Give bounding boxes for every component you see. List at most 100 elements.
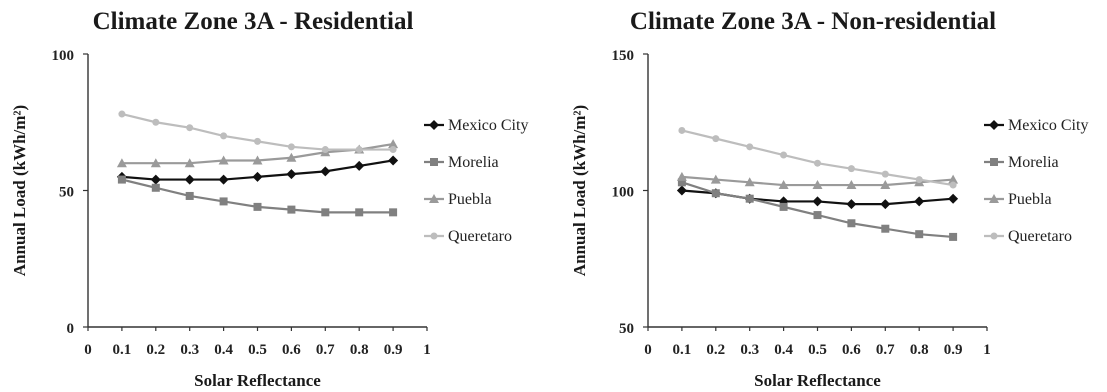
x-tick-label: 0.1 — [113, 342, 132, 358]
data-point — [388, 155, 399, 166]
data-point — [320, 166, 331, 177]
data-point — [389, 208, 398, 217]
legend-marker — [429, 120, 439, 130]
data-point — [150, 158, 161, 168]
data-point — [389, 146, 397, 154]
y-tick-label: 50 — [619, 321, 634, 337]
x-tick-label: 0.7 — [316, 342, 335, 358]
data-point — [184, 158, 195, 168]
chart-residential: Climate Zone 3A - Residential 0 50 100 0 0.1 0… — [0, 0, 553, 392]
x-tick-label: 0.4 — [214, 342, 233, 358]
data-point — [677, 178, 686, 187]
data-point — [846, 180, 857, 190]
legend-label: Queretaro — [448, 228, 512, 245]
data-point — [880, 180, 891, 190]
data-point — [220, 132, 228, 140]
legend-label: Mexico City — [1008, 117, 1088, 134]
y-tick-label: 100 — [612, 185, 635, 201]
data-point — [814, 159, 821, 167]
data-point — [948, 174, 959, 184]
chart-non-residential-svg: Climate Zone 3A - Non-residential 50 100 15… — [570, 8, 1088, 390]
legend-label: Puebla — [448, 191, 492, 208]
data-point — [778, 180, 789, 190]
x-tick-label: 0.2 — [706, 342, 725, 358]
data-point — [184, 174, 195, 185]
data-point — [914, 196, 925, 207]
x-tick-label: 0.9 — [384, 342, 403, 358]
data-point — [812, 196, 823, 207]
x-tick-label: 0.3 — [180, 342, 199, 358]
legend-marker — [430, 232, 438, 240]
y-axis-label: Annual Load (kWh/m²) — [570, 105, 589, 276]
data-point — [880, 199, 891, 210]
x-tick-label: 0.6 — [282, 342, 301, 358]
x-tick-label: 1 — [423, 342, 431, 358]
data-point — [355, 208, 364, 217]
x-tick-label: 0 — [84, 342, 92, 358]
data-point — [881, 224, 890, 233]
data-point — [779, 202, 788, 211]
x-tick-label: 0.9 — [944, 342, 963, 358]
data-point — [287, 205, 296, 214]
y-axis-label: Annual Load (kWh/m²) — [10, 105, 29, 276]
legend-marker — [990, 232, 998, 240]
legend-label: Mexico City — [448, 117, 528, 134]
y-tick-label: 0 — [67, 321, 75, 337]
data-point — [813, 211, 822, 220]
data-point — [746, 143, 754, 151]
data-point — [252, 155, 263, 165]
data-point — [118, 110, 126, 118]
data-point — [846, 199, 857, 210]
data-point — [151, 183, 160, 192]
series-line-queretaro — [681, 129, 954, 187]
chart-title: Climate Zone 3A - Residential — [93, 8, 414, 35]
x-tick-label: 0.3 — [740, 342, 759, 358]
x-tick-label: 0.5 — [808, 342, 827, 358]
data-point — [321, 208, 330, 217]
data-point — [915, 176, 923, 184]
data-point — [710, 174, 721, 184]
x-tick-label: 0 — [644, 342, 652, 358]
legend-label: Queretaro — [1008, 228, 1072, 245]
data-point — [287, 143, 295, 151]
series-line-morelia — [681, 181, 954, 239]
legend-marker — [429, 194, 439, 203]
y-tick-label: 50 — [59, 185, 74, 201]
data-point — [218, 155, 229, 165]
data-point — [286, 169, 297, 180]
x-tick-label: 0.1 — [673, 342, 692, 358]
y-tick-label: 150 — [612, 48, 635, 64]
data-point — [676, 171, 687, 181]
x-tick-label: 0.4 — [774, 342, 793, 358]
data-point — [286, 152, 297, 162]
data-point — [949, 181, 957, 189]
data-point — [678, 126, 686, 134]
data-point — [744, 177, 755, 187]
x-tick-label: 0.7 — [876, 342, 895, 358]
data-point — [219, 197, 228, 206]
x-tick-label: 0.5 — [248, 342, 267, 358]
legend-marker — [989, 120, 999, 130]
data-point — [150, 174, 161, 185]
data-point — [745, 194, 754, 203]
legend-label: Morelia — [1008, 154, 1059, 171]
data-point — [354, 160, 365, 171]
data-point — [218, 174, 229, 185]
data-point — [252, 171, 263, 182]
data-point — [116, 158, 127, 168]
data-point — [812, 180, 823, 190]
legend-marker — [989, 194, 999, 203]
x-axis-label: Solar Reflectance — [754, 371, 881, 390]
data-point — [712, 135, 720, 143]
legend-marker — [990, 158, 998, 166]
data-point — [847, 165, 855, 173]
data-point — [949, 232, 958, 241]
legend-marker — [430, 158, 438, 166]
x-tick-label: 0.8 — [350, 342, 369, 358]
data-point — [254, 137, 261, 145]
data-point — [881, 170, 889, 178]
data-point — [355, 146, 363, 154]
x-tick-label: 0.8 — [910, 342, 929, 358]
x-axis-label: Solar Reflectance — [194, 371, 321, 390]
x-tick-label: 1 — [983, 342, 991, 358]
